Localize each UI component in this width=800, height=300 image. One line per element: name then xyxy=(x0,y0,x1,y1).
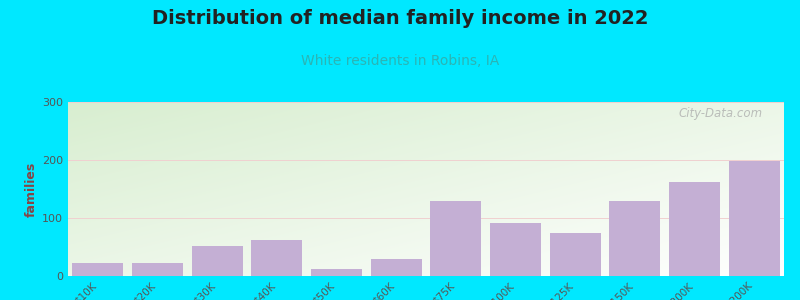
Bar xyxy=(371,259,422,276)
Bar xyxy=(73,263,123,276)
Bar xyxy=(251,240,302,276)
Bar xyxy=(610,201,660,276)
Bar xyxy=(311,269,362,276)
Text: City-Data.com: City-Data.com xyxy=(678,107,762,120)
Text: White residents in Robins, IA: White residents in Robins, IA xyxy=(301,54,499,68)
Bar xyxy=(729,161,779,276)
Bar xyxy=(490,223,541,276)
Y-axis label: families: families xyxy=(25,161,38,217)
Bar xyxy=(669,182,720,276)
Bar xyxy=(430,201,481,276)
Bar xyxy=(192,246,242,276)
Bar xyxy=(132,263,183,276)
Bar xyxy=(550,232,601,276)
Text: Distribution of median family income in 2022: Distribution of median family income in … xyxy=(152,9,648,28)
